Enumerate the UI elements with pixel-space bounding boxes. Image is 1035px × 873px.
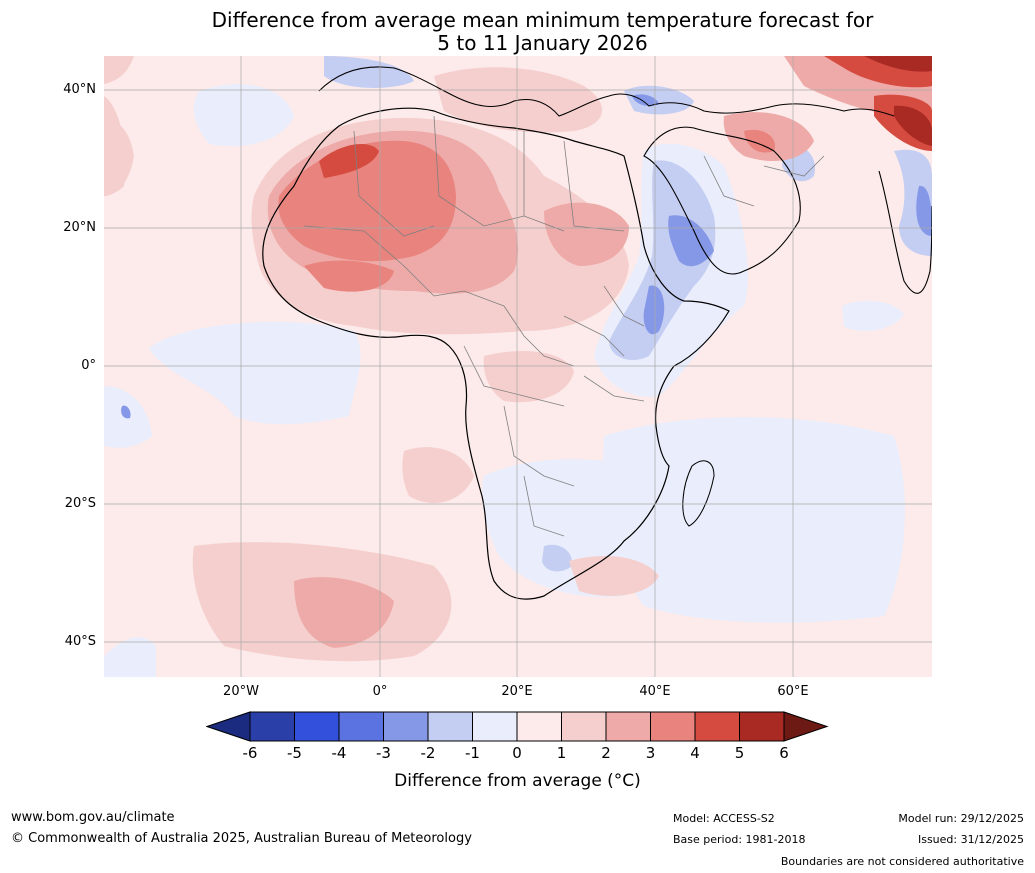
lon-tick-60e: 60°E: [777, 684, 809, 699]
colorbar-segment: [427, 711, 473, 742]
colorbar-segment: [516, 711, 562, 742]
colorbar-segment: [472, 711, 518, 742]
colorbar-segment: [338, 711, 384, 742]
colorbar-tick-label: 2: [601, 744, 611, 762]
temperature-anomaly-map: [104, 56, 932, 677]
lon-tick-20e: 20°E: [501, 684, 533, 699]
lon-tick-40e: 40°E: [639, 684, 671, 699]
colorbar-tick-label: 3: [645, 744, 656, 762]
country-borders: [303, 115, 825, 537]
colorbar-tick-label: 0: [512, 744, 522, 762]
footer-issued: Issued: 31/12/2025: [917, 833, 1024, 846]
colorbar-arrow-high: [783, 711, 829, 742]
colorbar-tick-label: -5: [287, 744, 302, 762]
footer-copyright: © Commonwealth of Australia 2025, Austra…: [11, 831, 472, 846]
graticule: [104, 56, 932, 677]
lat-tick-20s: 20°S: [64, 496, 96, 511]
colorbar-segment: [605, 711, 651, 742]
colorbar-tick-label: -3: [376, 744, 391, 762]
colorbar-tick-label: 1: [556, 744, 567, 762]
colorbar-tick-label: -4: [331, 744, 347, 762]
colorbar-tick-label: -1: [465, 744, 480, 762]
colorbar-tick-label: 5: [734, 744, 745, 762]
footer-disclaimer: Boundaries are not considered authoritat…: [780, 855, 1024, 868]
colorbar-tick-label: 6: [779, 744, 789, 762]
footer-base-period: Base period: 1981-2018: [673, 833, 806, 846]
east-africa-cool-anomaly: [324, 56, 932, 397]
colorbar-segment: [383, 711, 429, 742]
colorbar-title: Difference from average (°C): [394, 771, 641, 791]
colorbar-arrow-low: [206, 711, 251, 742]
southern-ocean-warm-anomaly: [104, 122, 659, 662]
colorbar-segment: [739, 711, 785, 742]
colorbar-segment: [294, 711, 340, 742]
lon-tick-0: 0°: [372, 684, 388, 699]
lat-tick-40n: 40°N: [63, 82, 96, 97]
colorbar: [206, 711, 829, 742]
footer-model: Model: ACCESS-S2: [673, 812, 775, 825]
lat-tick-0: 0°: [81, 358, 96, 373]
title-line-1: Difference from average mean minimum tem…: [211, 8, 874, 32]
arabia-coastline: [643, 126, 801, 275]
colorbar-segment: [561, 711, 607, 742]
sahara-warm-anomaly: [251, 117, 629, 403]
chart-title: Difference from average mean minimum tem…: [0, 9, 1035, 55]
india-coastline: [878, 170, 932, 294]
madagascar-coastline: [682, 460, 715, 527]
colorbar-tick-label: 4: [690, 744, 700, 762]
colorbar-segment: [249, 711, 295, 742]
colorbar-tick-label: -6: [242, 744, 258, 762]
colorbar-segment: [650, 711, 696, 742]
colorbar-segment: [694, 711, 740, 742]
lat-tick-40s: 40°S: [64, 634, 96, 649]
lat-tick-20n: 20°N: [63, 220, 96, 235]
cool-patches: [104, 84, 905, 677]
title-line-2: 5 to 11 January 2026: [437, 31, 648, 55]
africa-coastline: [262, 107, 730, 600]
footer-model-run: Model run: 29/12/2025: [898, 812, 1024, 825]
lon-tick-20w: 20°W: [223, 684, 259, 699]
map-canvas: [104, 56, 932, 677]
colorbar-tick-label: -2: [420, 744, 436, 762]
footer-website: www.bom.gov.au/climate: [11, 810, 175, 825]
